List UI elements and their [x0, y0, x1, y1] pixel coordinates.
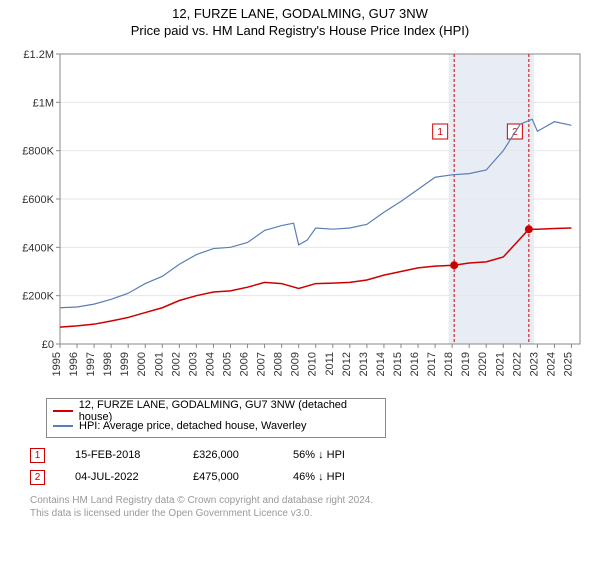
svg-text:2015: 2015 — [392, 352, 404, 376]
sale-pct: 56% ↓ HPI — [293, 449, 363, 461]
svg-text:£600K: £600K — [22, 194, 54, 206]
svg-text:£400K: £400K — [22, 242, 54, 254]
svg-text:2004: 2004 — [204, 352, 216, 376]
svg-text:2009: 2009 — [290, 352, 302, 376]
svg-text:£800K: £800K — [22, 146, 54, 158]
svg-text:£1M: £1M — [33, 97, 54, 109]
legend-label-hpi: HPI: Average price, detached house, Wave… — [79, 420, 306, 432]
svg-text:2001: 2001 — [153, 352, 165, 376]
svg-text:2003: 2003 — [187, 352, 199, 376]
sale-price: £475,000 — [193, 471, 263, 483]
footer-line-2: This data is licensed under the Open Gov… — [30, 507, 600, 520]
line-chart: £0 £200K £400K £600K £800K £1M £1.2M 1995 1996 19… — [10, 44, 590, 394]
chart-title: 12, FURZE LANE, GODALMING, GU7 3NW — [0, 6, 600, 21]
svg-text:2024: 2024 — [545, 352, 557, 376]
sale-marker-1: 1 — [30, 448, 45, 463]
legend-swatch-price — [53, 410, 73, 412]
legend: 12, FURZE LANE, GODALMING, GU7 3NW (deta… — [46, 398, 386, 438]
svg-text:2023: 2023 — [528, 352, 540, 376]
chart-area: £0 £200K £400K £600K £800K £1M £1.2M 1995 1996 19… — [10, 44, 590, 394]
svg-text:2013: 2013 — [358, 352, 370, 376]
svg-text:£1.2M: £1.2M — [23, 49, 54, 61]
svg-text:1998: 1998 — [102, 352, 114, 376]
svg-text:2011: 2011 — [324, 352, 336, 376]
svg-text:2025: 2025 — [562, 352, 574, 376]
svg-text:1996: 1996 — [68, 352, 80, 376]
svg-text:2021: 2021 — [494, 352, 506, 376]
svg-text:2006: 2006 — [239, 352, 251, 376]
svg-text:£0: £0 — [42, 339, 54, 351]
legend-swatch-hpi — [53, 425, 73, 427]
svg-text:2008: 2008 — [273, 352, 285, 376]
svg-text:2005: 2005 — [221, 352, 233, 376]
footer-line-1: Contains HM Land Registry data © Crown c… — [30, 494, 600, 507]
sale-date: 04-JUL-2022 — [75, 471, 163, 483]
table-row: 2 04-JUL-2022 £475,000 46% ↓ HPI — [30, 466, 600, 488]
svg-text:1: 1 — [437, 127, 443, 138]
footer: Contains HM Land Registry data © Crown c… — [30, 494, 600, 520]
svg-text:2002: 2002 — [170, 352, 182, 376]
svg-text:2022: 2022 — [511, 352, 523, 376]
svg-text:2020: 2020 — [477, 352, 489, 376]
svg-text:2017: 2017 — [426, 352, 438, 376]
sale-marker-2: 2 — [30, 470, 45, 485]
legend-row-price: 12, FURZE LANE, GODALMING, GU7 3NW (deta… — [53, 403, 379, 418]
svg-text:£200K: £200K — [22, 291, 54, 303]
svg-text:1997: 1997 — [85, 352, 97, 376]
svg-text:2007: 2007 — [256, 352, 268, 376]
svg-text:2019: 2019 — [460, 352, 472, 376]
sales-table: 1 15-FEB-2018 £326,000 56% ↓ HPI 2 04-JU… — [30, 444, 600, 488]
svg-text:1995: 1995 — [51, 352, 63, 376]
svg-text:2010: 2010 — [307, 352, 319, 376]
sale-date: 15-FEB-2018 — [75, 449, 163, 461]
svg-text:1999: 1999 — [119, 352, 131, 376]
svg-text:2000: 2000 — [136, 352, 148, 376]
sale-pct: 46% ↓ HPI — [293, 471, 363, 483]
table-row: 1 15-FEB-2018 £326,000 56% ↓ HPI — [30, 444, 600, 466]
chart-subtitle: Price paid vs. HM Land Registry's House … — [0, 23, 600, 38]
svg-text:2018: 2018 — [443, 352, 455, 376]
svg-text:2016: 2016 — [409, 352, 421, 376]
sale-price: £326,000 — [193, 449, 263, 461]
svg-text:2012: 2012 — [341, 352, 353, 376]
svg-text:2014: 2014 — [375, 352, 387, 376]
